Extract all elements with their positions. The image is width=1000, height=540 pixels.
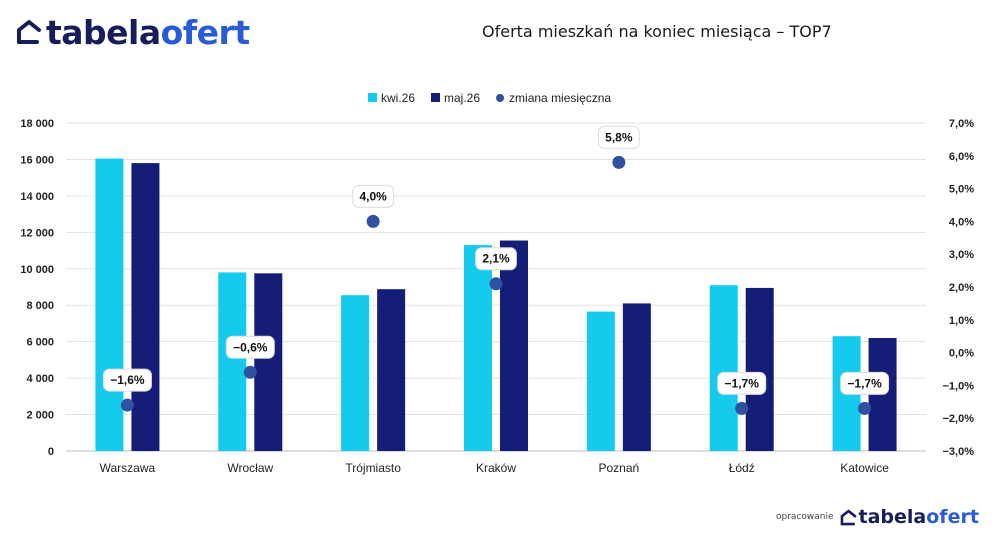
y-left-tick-label: 8 000 [26,300,54,312]
data-label: 4,0% [359,189,387,203]
bar-kwi [218,272,247,451]
y-left-tick-label: 2 000 [26,410,54,422]
data-label-box [840,371,890,395]
y-left-tick-label: 4 000 [26,373,54,385]
legend-swatch [431,93,441,102]
x-tick-label: Łódź [729,461,755,475]
house-icon [17,20,41,44]
y-right-tick-label: 1,0% [949,315,974,327]
legend-label: kwi.26 [381,91,415,105]
data-label-box [225,335,275,359]
footer-credit: opracowanie tabelaofert [776,506,979,528]
bar-maj [254,273,283,451]
data-label-box [475,247,517,271]
bar-maj [500,240,528,451]
legend-label: maj.26 [444,91,480,105]
legend-label: zmiana miesięczna [509,91,611,105]
data-label: −1,6% [110,373,145,387]
y-left-tick-label: 14 000 [20,191,54,203]
data-label-box [352,184,395,208]
y-right-tick-label: 4,0% [949,216,974,228]
data-label-box [717,371,767,395]
y-right-tick-label: 3,0% [949,249,974,261]
bar-maj [377,289,406,451]
bar-kwi [464,245,492,451]
change-dot [366,214,380,228]
legend-dot [496,94,505,102]
y-right-tick-label: 0,0% [949,348,974,360]
credit-label: opracowanie [776,512,834,522]
y-left-tick-label: 10 000 [20,264,54,276]
y-right-tick-label: 7,0% [949,118,974,130]
data-label: −1,7% [847,376,882,390]
data-label: −1,7% [725,376,760,390]
change-dot [735,401,749,415]
data-label: −0,6% [233,340,268,354]
y-right-tick-label: −1,0% [943,380,975,392]
x-tick-label: Trójmiasto [345,461,401,475]
data-label: 5,8% [605,130,633,144]
y-left-tick-label: 18 000 [20,118,54,130]
footer-wordmark: tabelaofert [858,506,979,528]
change-dot [243,365,257,379]
brand-logo: tabelaofert [16,12,250,52]
bar-maj [622,303,651,451]
x-tick-label: Wrocław [227,461,273,475]
y-left-tick-label: 16 000 [20,154,54,166]
bar-maj [131,163,160,452]
x-tick-label: Poznań [599,461,640,475]
y-right-tick-label: −2,0% [943,413,975,425]
bar-kwi [586,311,615,451]
bar-maj [745,287,774,451]
y-left-tick-label: 12 000 [20,227,54,239]
y-left-tick-label: 0 [48,446,54,458]
y-right-tick-label: −3,0% [943,446,975,458]
change-dot [489,277,503,291]
data-label-box [597,125,640,149]
x-tick-label: Kraków [476,461,516,475]
x-tick-label: Warszawa [100,461,156,475]
bar-kwi [95,158,124,452]
chart-title: Oferta mieszkań na koniec miesiąca – TOP… [482,22,832,41]
x-tick-label: Katowice [840,461,889,475]
change-dot [858,401,872,415]
y-right-tick-label: 2,0% [949,282,974,294]
house-icon [840,509,856,525]
bar-kwi [341,295,370,451]
data-label: 2,1% [482,252,510,266]
change-dot [612,155,626,169]
y-left-tick-label: 6 000 [26,337,54,349]
data-label-box [102,368,152,392]
legend-swatch [368,93,377,102]
y-right-tick-label: 6,0% [949,151,974,163]
brand-wordmark: tabelaofert [46,12,250,52]
y-right-tick-label: 5,0% [949,184,974,196]
change-dot [120,398,134,412]
bar-kwi [709,285,738,451]
